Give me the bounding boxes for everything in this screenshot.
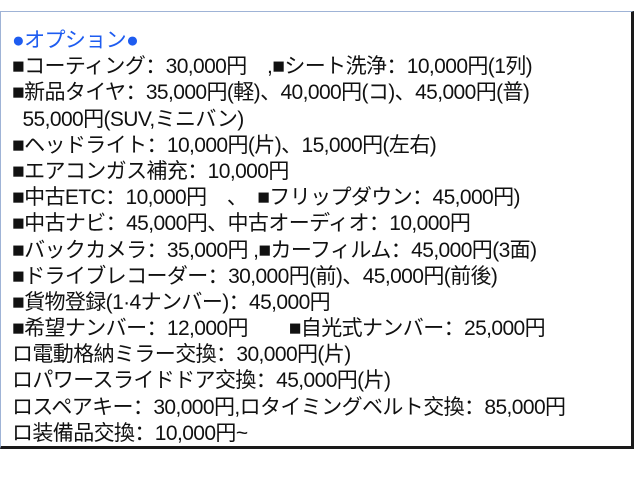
options-panel: ●オプション● ■コーティング：30,000円 ,■シート洗浄：10,000円(… <box>0 11 634 449</box>
option-line-spare-key: ロスペアキー：30,000円,ロタイミングベルト交換：85,000円 <box>12 395 566 419</box>
options-heading: ●オプション● <box>12 29 139 52</box>
option-line-tires-suv: 55,000円(SUV,ミニバン) <box>12 107 244 131</box>
option-line-cargo-registration: ■貨物登録(1·4ナンバー)：45,000円 <box>12 290 331 314</box>
option-line-slide-door: ロパワースライドドア交換：45,000円(片) <box>12 369 391 393</box>
option-line-mirror: ロ電動格納ミラー交換：30,000円(片) <box>12 343 351 367</box>
options-list: ●オプション● ■コーティング：30,000円 ,■シート洗浄：10,000円(… <box>12 28 566 447</box>
option-line-coating: ■コーティング：30,000円 ,■シート洗浄：10,000円(1列) <box>12 55 533 79</box>
option-line-drive-recorder: ■ドライブレコーダー：30,000円(前)、45,000円(前後) <box>12 264 498 288</box>
option-line-aircon-gas: ■エアコンガス補充：10,000円 <box>12 159 289 183</box>
option-line-etc: ■中古ETC：10,000円 、 ■フリップダウン：45,000円) <box>12 186 521 210</box>
option-line-navi: ■中古ナビ：45,000円、中古オーディオ：10,000円 <box>12 212 471 236</box>
option-line-equipment: ロ装備品交換：10,000円~ <box>12 421 248 445</box>
option-line-back-camera: ■バックカメラ：35,000円 ,■カーフィルム：45,000円(3面) <box>12 238 537 262</box>
option-line-number-plate: ■希望ナンバー：12,000円 ■自光式ナンバー：25,000円 <box>12 317 546 341</box>
option-line-tires: ■新品タイヤ：35,000円(軽)、40,000円(コ)、45,000円(普) <box>12 81 530 105</box>
option-line-headlight: ■ヘッドライト：10,000円(片)、15,000円(左右) <box>12 133 437 157</box>
